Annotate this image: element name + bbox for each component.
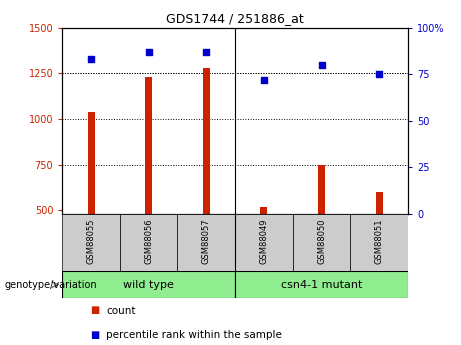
Text: genotype/variation: genotype/variation	[5, 280, 97, 289]
Point	[88, 57, 95, 62]
Text: GSM88057: GSM88057	[202, 218, 211, 264]
Bar	[293, 214, 350, 271]
Bar	[177, 214, 235, 271]
Bar	[376, 192, 383, 214]
Bar	[62, 271, 235, 298]
Text: count: count	[106, 306, 136, 315]
Text: GSM88051: GSM88051	[375, 218, 384, 264]
Bar	[235, 214, 293, 271]
Bar	[235, 271, 408, 298]
Point	[318, 62, 325, 68]
Bar	[120, 214, 177, 271]
Point	[202, 49, 210, 55]
Bar	[203, 68, 210, 214]
Point	[260, 77, 267, 82]
Bar	[88, 112, 95, 214]
Point	[145, 49, 152, 55]
Bar	[145, 77, 152, 214]
Bar	[260, 207, 267, 214]
Text: GSM88055: GSM88055	[87, 218, 95, 264]
Bar	[62, 214, 120, 271]
Text: GSM88049: GSM88049	[260, 218, 268, 264]
Text: csn4-1 mutant: csn4-1 mutant	[281, 280, 362, 289]
Title: GDS1744 / 251886_at: GDS1744 / 251886_at	[166, 12, 304, 25]
Text: ■: ■	[90, 306, 99, 315]
Text: wild type: wild type	[123, 280, 174, 289]
Text: GSM88056: GSM88056	[144, 218, 153, 264]
Bar	[318, 165, 325, 214]
Text: GSM88050: GSM88050	[317, 218, 326, 264]
Text: ■: ■	[90, 330, 99, 339]
Point	[375, 71, 383, 77]
Text: percentile rank within the sample: percentile rank within the sample	[106, 330, 282, 339]
Bar	[350, 214, 408, 271]
